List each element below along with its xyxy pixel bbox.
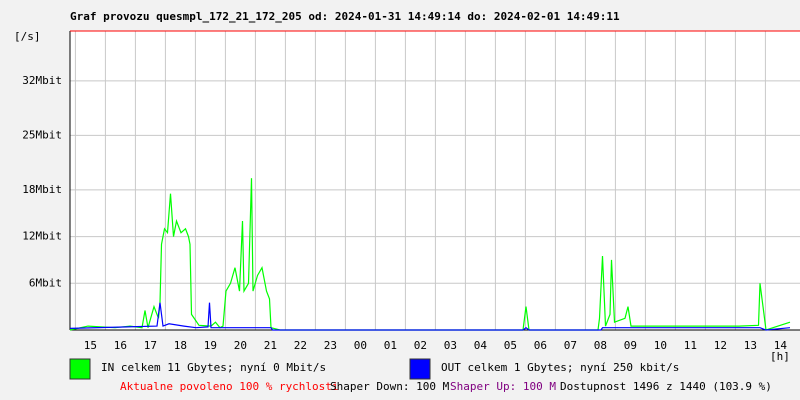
footer-note: Shaper Up: 100 M — [450, 380, 556, 393]
x-tick-label: 14 — [774, 339, 788, 352]
legend-swatch — [409, 358, 431, 380]
x-tick-label: 08 — [594, 339, 607, 352]
x-tick-label: 09 — [624, 339, 637, 352]
x-tick-label: 13 — [744, 339, 757, 352]
footer-note: Aktualne povoleno 100 % rychlosti — [120, 380, 339, 393]
y-tick-label: 6Mbit — [29, 276, 62, 289]
x-tick-label: 04 — [474, 339, 488, 352]
x-tick-label: 06 — [534, 339, 547, 352]
y-tick-label: 12Mbit — [22, 230, 62, 243]
x-tick-label: 15 — [84, 339, 97, 352]
footer-note: Dostupnost 1496 z 1440 (103.9 %) — [560, 380, 772, 393]
x-tick-label: 17 — [144, 339, 157, 352]
x-tick-label: 12 — [714, 339, 727, 352]
x-tick-label: 20 — [234, 339, 247, 352]
y-axis-label: [/s] — [14, 30, 41, 43]
x-tick-label: 22 — [294, 339, 307, 352]
x-tick-label: 18 — [174, 339, 187, 352]
legend-label: OUT celkem 1 Gbytes; nyní 250 kbit/s — [441, 361, 679, 374]
legend-swatch — [69, 358, 91, 380]
series-line — [69, 302, 791, 331]
x-tick-label: 19 — [204, 339, 217, 352]
x-tick-label: 02 — [414, 339, 427, 352]
x-tick-label: 01 — [384, 339, 397, 352]
y-tick-label: 18Mbit — [22, 183, 62, 196]
x-tick-label: 23 — [324, 339, 337, 352]
y-tick-label: 32Mbit — [22, 74, 62, 87]
series-line — [69, 178, 791, 331]
y-tick-label: 25Mbit — [22, 128, 62, 141]
legend-label: IN celkem 11 Gbytes; nyní 0 Mbit/s — [101, 361, 326, 374]
x-tick-label: 21 — [264, 339, 277, 352]
x-tick-label: 16 — [114, 339, 127, 352]
x-tick-label: 07 — [564, 339, 577, 352]
x-tick-label: 10 — [654, 339, 667, 352]
x-tick-label: 11 — [684, 339, 697, 352]
x-axis-label: [h] — [770, 350, 790, 363]
footer-note: Shaper Down: 100 M — [330, 380, 450, 393]
x-tick-label: 05 — [504, 339, 517, 352]
x-tick-label: 03 — [444, 339, 457, 352]
chart-title: Graf provozu quesmpl_172_21_172_205 od: … — [70, 10, 620, 23]
x-tick-label: 00 — [354, 339, 367, 352]
